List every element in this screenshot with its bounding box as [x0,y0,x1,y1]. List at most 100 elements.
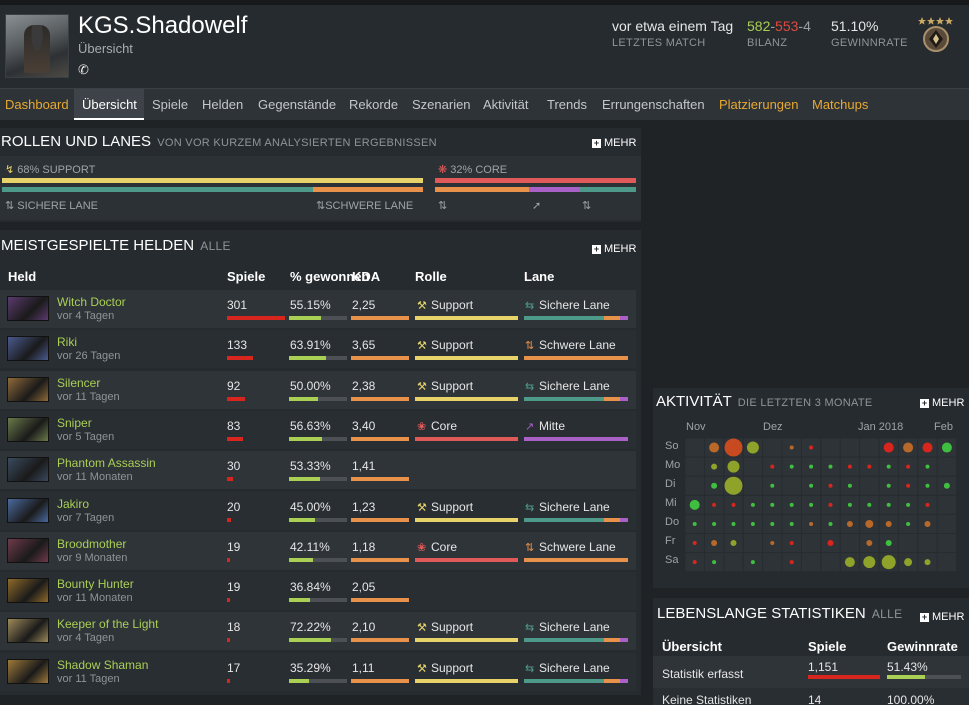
activity-dot[interactable] [809,464,814,469]
hero-name[interactable]: Phantom Assassin [57,456,156,471]
activity-dot[interactable] [712,502,717,507]
activity-dot[interactable] [885,540,892,547]
activity-dot[interactable] [885,520,892,527]
hero-portrait[interactable] [7,416,49,442]
activity-more-button[interactable]: + MEHR [920,397,965,409]
col-winrate[interactable]: % gewonnen [290,269,370,284]
activity-dot[interactable] [750,560,755,565]
activity-dot[interactable] [689,499,700,510]
table-row[interactable]: Jakiro vor 7 Tagen 20 45.00% 1,23 ⚒ Suppo… [0,491,636,530]
activity-dot[interactable] [692,560,697,565]
activity-dot[interactable] [692,521,697,526]
lifetime-col-winrate[interactable]: Gewinnrate [887,639,958,654]
activity-dot[interactable] [925,502,930,507]
rank-medal-icon[interactable] [918,14,954,54]
activity-dot[interactable] [924,520,931,527]
avatar[interactable] [5,14,69,78]
activity-dot[interactable] [770,483,775,488]
activity-dot[interactable] [847,483,852,488]
activity-dot[interactable] [692,541,697,546]
activity-dot[interactable] [867,464,872,469]
activity-dot[interactable] [789,541,794,546]
table-row[interactable]: Phantom Assassin vor 11 Monaten 30 53.33… [0,451,636,490]
activity-dot[interactable] [863,556,876,569]
activity-dot[interactable] [789,502,794,507]
table-row[interactable]: Broodmother vor 9 Monaten 19 42.11% 1,18… [0,531,636,570]
tab-scenarios[interactable]: Szenarien [412,97,471,112]
activity-dot[interactable] [809,521,814,526]
activity-dot[interactable] [828,502,833,507]
hero-name[interactable]: Riki [57,335,77,350]
activity-dot[interactable] [709,442,720,453]
hero-portrait[interactable] [7,376,49,402]
tab-dashboard[interactable]: Dashboard [5,97,69,112]
hero-name[interactable]: Bounty Hunter [57,577,134,592]
activity-dot[interactable] [770,521,775,526]
table-row[interactable]: Keeper of the Light vor 4 Tagen 18 72.22… [0,612,636,651]
tab-matchups[interactable]: Matchups [812,97,869,112]
tab-overview[interactable]: Übersicht [74,89,144,120]
activity-dot[interactable] [943,482,950,489]
activity-dot[interactable] [904,558,913,567]
tab-achievements[interactable]: Errungenschaften [602,97,705,112]
tab-trends[interactable]: Trends [547,97,587,112]
activity-dot[interactable] [711,463,718,470]
activity-dot[interactable] [922,442,933,453]
activity-dot[interactable] [789,445,794,450]
activity-dot[interactable] [844,557,855,568]
activity-dot[interactable] [711,482,718,489]
activity-dot[interactable] [925,464,930,469]
activity-dot[interactable] [750,521,755,526]
activity-dot[interactable] [731,521,736,526]
lifetime-more-button[interactable]: + MEHR [920,611,965,623]
lifetime-col-overview[interactable]: Übersicht [662,639,722,654]
hero-portrait[interactable] [7,537,49,563]
col-hero[interactable]: Held [8,269,37,284]
hero-name[interactable]: Witch Doctor [57,295,126,309]
activity-dot[interactable] [809,502,814,507]
tab-matches[interactable]: Spiele [152,97,189,112]
table-row[interactable]: Silencer vor 11 Tagen 92 50.00% 2,38 ⚒ Su… [0,370,636,409]
table-row[interactable]: Witch Doctor vor 4 Tagen 301 55.15% 2,25… [0,290,636,328]
col-kda[interactable]: KDA [352,269,381,284]
activity-dot[interactable] [828,464,833,469]
lifetime-col-games[interactable]: Spiele [808,639,847,654]
col-games[interactable]: Spiele [227,269,266,284]
activity-dot[interactable] [711,540,718,547]
activity-dot[interactable] [770,541,775,546]
activity-dot[interactable] [828,483,833,488]
tab-records[interactable]: Rekorde [349,97,399,112]
activity-dot[interactable] [770,464,775,469]
tab-items[interactable]: Gegenstände [258,97,337,112]
hero-name[interactable]: Shadow Shaman [57,657,149,672]
tab-activity[interactable]: Aktivität [483,97,529,112]
activity-dot[interactable] [731,502,736,507]
table-row[interactable]: Shadow Shaman vor 11 Tagen 17 35.29% 1,1… [0,652,636,691]
activity-dot[interactable] [789,521,794,526]
hero-name[interactable]: Jakiro [57,496,90,511]
activity-dot[interactable] [924,559,931,566]
table-row[interactable]: Sniper vor 5 Tagen 83 56.63% 3,40 ❀ Core … [0,410,636,449]
hero-portrait[interactable] [7,457,49,483]
table-row[interactable]: Riki vor 26 Tagen 133 63.91% 3,65 ⚒ Suppo… [0,330,636,369]
activity-dot[interactable] [846,520,853,527]
activity-dot[interactable] [866,540,873,547]
lifetime-subtitle[interactable]: ALLE [871,607,903,621]
activity-dot[interactable] [746,441,759,454]
activity-dot[interactable] [886,483,891,488]
hero-portrait[interactable] [7,618,49,644]
activity-dot[interactable] [789,464,794,469]
tab-heroes[interactable]: Helden [202,97,244,112]
tab-rankings[interactable]: Platzierungen [719,97,799,112]
activity-dot[interactable] [886,502,891,507]
hero-name[interactable]: Sniper [57,415,92,430]
activity-dot[interactable] [941,442,952,453]
activity-dot[interactable] [903,442,914,453]
hero-name[interactable]: Broodmother [57,536,127,551]
activity-dot[interactable] [770,502,775,507]
activity-dot[interactable] [827,540,834,547]
activity-dot[interactable] [906,464,911,469]
activity-dot[interactable] [828,521,833,526]
activity-dot[interactable] [906,502,911,507]
activity-dot[interactable] [906,521,911,526]
